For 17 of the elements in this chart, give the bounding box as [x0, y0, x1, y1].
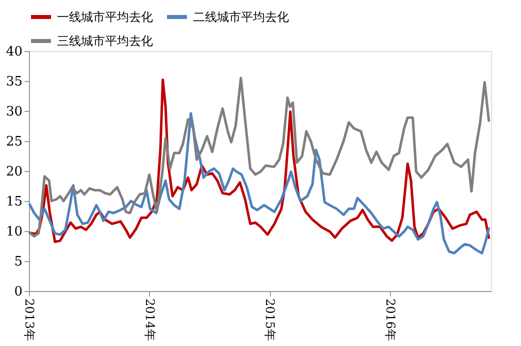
line-series — [28, 112, 490, 254]
legend-label: 三线城市平均去化 — [57, 34, 153, 48]
x-tick-label: 2014年 — [142, 298, 157, 342]
y-tick-label: 30 — [6, 104, 22, 120]
y-tick-label: 25 — [6, 134, 22, 150]
y-tick-label: 40 — [6, 44, 22, 60]
x-tick-label: 2015年 — [263, 298, 278, 342]
legend-label: 二线城市平均去化 — [193, 10, 289, 24]
x-tick-label: 2016年 — [383, 298, 398, 342]
legend-label: 一线城市平均去化 — [57, 10, 153, 24]
y-tick-label: 0 — [14, 284, 22, 300]
y-tick-label: 15 — [6, 194, 22, 210]
y-tick-label: 35 — [6, 74, 22, 90]
y-tick-label: 5 — [14, 254, 22, 270]
y-tick-label: 10 — [6, 224, 22, 240]
x-tick-label: 2013年 — [22, 298, 36, 342]
y-tick-label: 20 — [6, 164, 22, 180]
